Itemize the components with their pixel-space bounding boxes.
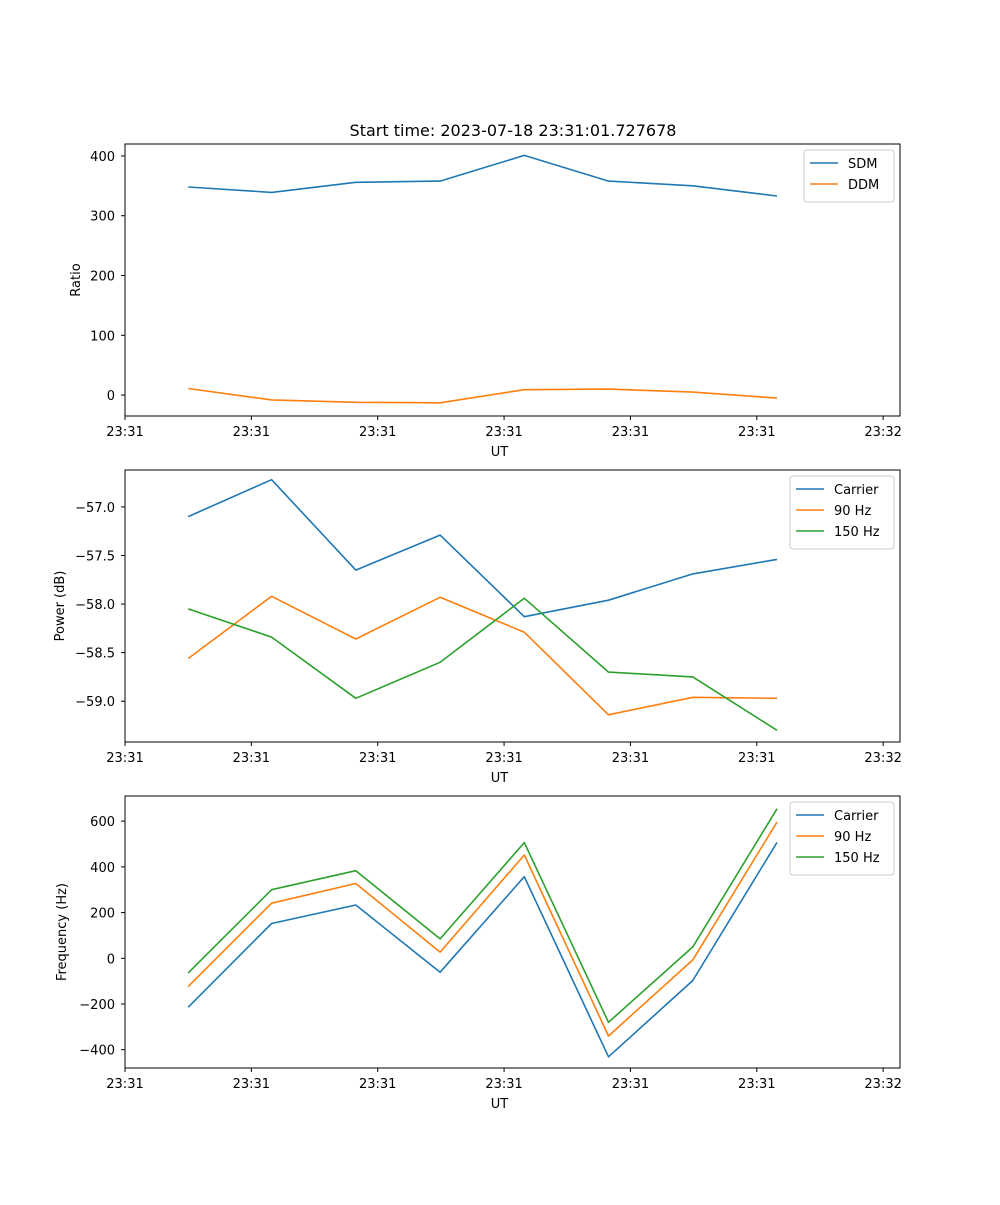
legend-label: SDM (848, 157, 877, 172)
legend-label: Carrier (834, 483, 879, 498)
plot-frame (124, 469, 901, 743)
series-line-carrier (187, 478, 778, 618)
x-tick-label: 23:32 (864, 425, 901, 440)
x-tick-label: 23:31 (233, 1077, 270, 1092)
y-axis-label: Frequency (Hz) (55, 883, 70, 981)
y-tick-label: −59.0 (75, 695, 115, 710)
y-tick-label: 300 (90, 210, 115, 225)
x-tick-label: 23:31 (485, 1077, 522, 1092)
legend-label: 90 Hz (834, 830, 871, 845)
x-tick-label: 23:31 (359, 425, 396, 440)
y-axis-label: Power (dB) (53, 571, 68, 642)
x-tick-label: 23:31 (106, 1077, 143, 1092)
y-tick-label: 0 (107, 389, 115, 404)
y-tick-label: 400 (90, 150, 115, 165)
x-tick-label: 23:31 (738, 1077, 775, 1092)
legend: Carrier 90 Hz 150 Hz (789, 801, 895, 876)
plot-frame (124, 795, 901, 1069)
plot-frame (124, 143, 901, 417)
series-line-carrier (187, 841, 778, 1058)
series-line-150-hz (187, 597, 778, 731)
series-line-90-hz (187, 821, 778, 1037)
y-axis-label: Ratio (69, 263, 84, 296)
x-tick-label: 23:32 (864, 1077, 901, 1092)
y-tick-label: 100 (90, 329, 115, 344)
y-tick-label: 600 (90, 815, 115, 830)
y-tick-label: −200 (79, 998, 115, 1013)
legend-label: 90 Hz (834, 504, 871, 519)
x-tick-label: 23:31 (612, 1077, 649, 1092)
y-tick-label: 400 (90, 861, 115, 876)
legend-label: 150 Hz (834, 525, 880, 540)
x-tick-label: 23:31 (359, 1077, 396, 1092)
y-tick-label: 200 (90, 907, 115, 922)
y-tick-label: −400 (79, 1044, 115, 1059)
x-axis-label: UT (491, 1097, 509, 1112)
y-tick-label: −58.5 (75, 647, 115, 662)
series-line-90-hz (187, 595, 778, 716)
legend-label: DDM (848, 178, 879, 193)
x-axis-label: UT (491, 445, 509, 460)
series-line-ddm (188, 387, 778, 404)
y-tick-label: 200 (90, 270, 115, 285)
y-tick-label: −57.5 (75, 549, 115, 564)
y-tick-label: 0 (107, 952, 115, 967)
x-tick-label: 23:31 (233, 751, 270, 766)
chart-ratio: 23:31 23:31 23:31 23:31 23:31 23:31 23:32 0 100 2… (69, 121, 902, 460)
x-tick-label: 23:31 (738, 751, 775, 766)
x-tick-label: 23:31 (485, 751, 522, 766)
x-axis-label: UT (491, 771, 509, 786)
chart-frequency: 23:31 23:31 23:31 23:31 23:31 23:31 23:32 −400 −… (55, 795, 902, 1112)
legend: Carrier 90 Hz 150 Hz (789, 475, 895, 550)
legend-label: Carrier (834, 809, 879, 824)
chart-title: Start time: 2023-07-18 23:31:01.727678 (350, 121, 677, 140)
x-tick-label: 23:31 (612, 425, 649, 440)
series-line-sdm (188, 154, 778, 197)
y-tick-label: −58.0 (75, 598, 115, 613)
legend-label: 150 Hz (834, 851, 880, 866)
x-tick-label: 23:32 (864, 751, 901, 766)
x-tick-label: 23:31 (106, 425, 143, 440)
series-line-150-hz (187, 808, 778, 1024)
x-tick-label: 23:31 (233, 425, 270, 440)
x-tick-label: 23:31 (612, 751, 649, 766)
x-tick-label: 23:31 (485, 425, 522, 440)
y-tick-label: −57.0 (75, 501, 115, 516)
legend: SDM DDM (803, 149, 895, 203)
x-tick-label: 23:31 (106, 751, 143, 766)
chart-power: 23:31 23:31 23:31 23:31 23:31 23:31 23:32 −57.0… (53, 469, 902, 786)
x-tick-label: 23:31 (359, 751, 396, 766)
x-tick-label: 23:31 (738, 425, 775, 440)
